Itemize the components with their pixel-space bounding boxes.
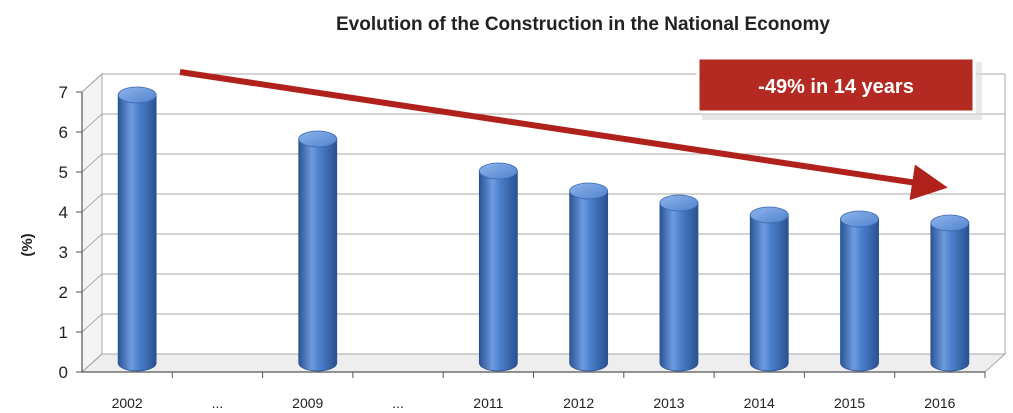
bar-body <box>117 94 157 372</box>
bars <box>117 86 970 372</box>
trend-arrow <box>179 69 948 201</box>
bar-top <box>569 182 609 200</box>
bar-body <box>298 138 338 372</box>
x-tick-label: 2013 <box>653 395 684 411</box>
chart-title: Evolution of the Construction in the Nat… <box>336 14 830 35</box>
gridline-depth <box>81 273 103 293</box>
x-tick-label: 2012 <box>563 395 594 411</box>
bar-body <box>659 202 699 372</box>
y-tick-label: 1 <box>59 323 68 342</box>
y-tick-label: 7 <box>59 83 68 102</box>
gridline-depth <box>81 313 103 333</box>
y-tick-label: 2 <box>59 283 68 302</box>
bar-top <box>478 162 518 180</box>
bar-body <box>930 222 970 372</box>
bar <box>117 86 157 372</box>
y-axis-label: (%) <box>19 233 36 256</box>
x-tick-label: 2011 <box>473 395 503 411</box>
y-tick-label: 3 <box>59 243 68 262</box>
gridline-depth <box>81 193 103 213</box>
bar <box>659 194 699 372</box>
x-tick-label: 2014 <box>744 395 775 411</box>
callout-box <box>696 56 976 114</box>
gridline-depth <box>81 353 103 373</box>
x-tick-label: ... <box>392 395 404 411</box>
bar-top <box>117 86 157 104</box>
bar-top <box>840 210 879 228</box>
bar-body <box>749 214 789 372</box>
annotation-callout: -49% in 14 years <box>696 56 982 120</box>
y-tick-label: 0 <box>59 363 68 382</box>
gridline-depth <box>81 113 103 133</box>
bar <box>478 162 518 372</box>
bar <box>569 182 609 372</box>
x-axis: 2002... 2009... 2011 2012 2013 2014 2015 2016 <box>112 372 986 411</box>
gridline-depth <box>81 73 103 93</box>
bar <box>840 210 879 372</box>
gridline-depth <box>81 233 103 253</box>
y-tick-label: 4 <box>59 203 68 222</box>
y-tick-label: 5 <box>59 163 68 182</box>
bar-top <box>659 194 699 212</box>
x-tick-label: 2002 <box>112 395 143 411</box>
gridline-depth <box>81 153 103 173</box>
y-tick-label: 6 <box>59 123 68 142</box>
bar-top <box>930 214 970 232</box>
bar-body <box>840 218 879 372</box>
x-tick-label: 2016 <box>924 395 955 411</box>
x-tick-label: 2009 <box>292 395 323 411</box>
bar-body <box>569 190 609 372</box>
bar-body <box>478 170 518 372</box>
bar-top <box>749 206 789 224</box>
side-wall <box>81 72 103 374</box>
x-tick-label: 2015 <box>834 395 865 411</box>
bar-top <box>298 130 338 148</box>
bar <box>298 130 338 372</box>
bar <box>749 206 789 372</box>
callout-text: -49% in 14 years <box>758 76 914 98</box>
x-tick-label: ... <box>212 395 224 411</box>
bar <box>930 214 970 372</box>
